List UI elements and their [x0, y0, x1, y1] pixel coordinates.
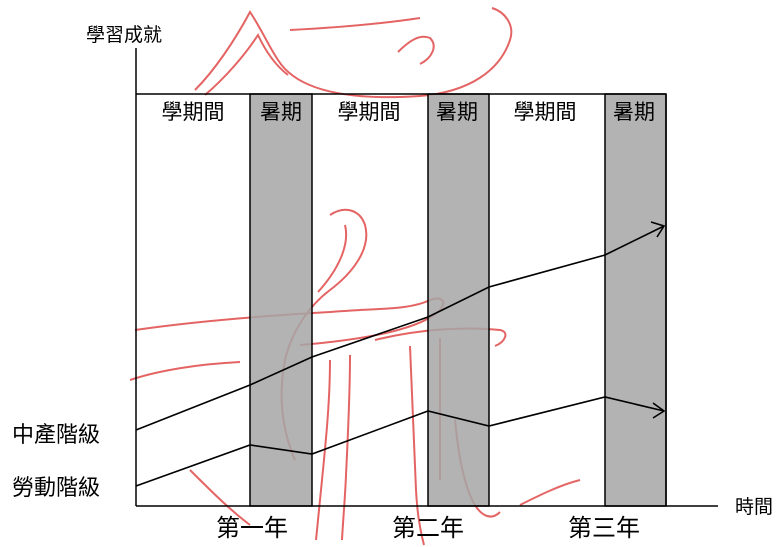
summer-band — [249, 93, 313, 507]
year-label-1: 第一年 — [216, 514, 288, 542]
series-label-middle-class: 中產階級 — [12, 423, 101, 448]
trend-lines — [135, 221, 666, 487]
y-axis-label: 學習成就 — [86, 24, 163, 46]
period-label-school-year-1: 學期間 — [161, 100, 225, 124]
year-label-2: 第二年 — [392, 514, 464, 542]
period-label-summer-year-1: 暑期 — [260, 100, 302, 124]
middle-class-line — [135, 225, 665, 431]
summer-bands — [249, 93, 667, 507]
period-label-school-year-3: 學期間 — [513, 100, 577, 124]
period-frame — [136, 93, 667, 506]
series-label-working-class: 勞動階級 — [12, 476, 101, 501]
middle-class-arrowhead — [650, 221, 666, 238]
period-label-school-year-2: 學期間 — [337, 100, 401, 124]
period-label-summer-year-2: 暑期 — [436, 100, 478, 124]
period-label-summer-year-3: 暑期 — [613, 100, 655, 124]
working-class-arrowhead — [652, 402, 666, 419]
year-label-3: 第三年 — [568, 514, 640, 542]
summer-band — [604, 93, 667, 507]
x-axis-label: 時間 — [735, 496, 774, 518]
summer-band — [427, 93, 490, 507]
working-class-line — [135, 396, 665, 487]
